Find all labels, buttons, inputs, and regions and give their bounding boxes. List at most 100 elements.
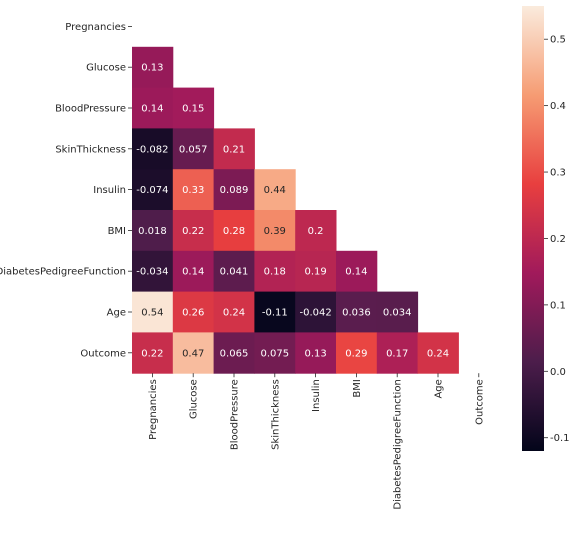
y-tick-label: BloodPressure bbox=[55, 104, 126, 115]
x-tick-label: Insulin bbox=[311, 379, 322, 412]
heatmap-cell bbox=[336, 332, 378, 374]
heatmap-cell-label: 0.14 bbox=[345, 267, 367, 278]
heatmap-cell bbox=[172, 87, 215, 129]
heatmap-cell bbox=[172, 128, 215, 170]
heatmap-cell bbox=[132, 128, 174, 170]
colorbar-tick-label: 0.2 bbox=[550, 234, 566, 245]
x-tick-label: SkinThickness bbox=[270, 379, 281, 450]
heatmap-cell bbox=[254, 169, 296, 211]
heatmap-cell bbox=[295, 291, 337, 333]
heatmap-cell-label: 0.24 bbox=[223, 308, 245, 319]
x-tick-label: BMI bbox=[352, 379, 363, 397]
heatmap-cell bbox=[295, 210, 337, 252]
heatmap-cell-label: 0.39 bbox=[264, 226, 286, 237]
x-tick-label: Pregnancies bbox=[148, 379, 159, 440]
colorbar-tick-label: 0.3 bbox=[550, 168, 566, 179]
x-tick-label: Glucose bbox=[189, 379, 200, 419]
heatmap-cell-label: 0.19 bbox=[304, 267, 326, 278]
colorbar-tick-label: 0.5 bbox=[550, 35, 566, 46]
heatmap-cell-label: 0.54 bbox=[141, 308, 163, 319]
heatmap-cell bbox=[254, 291, 296, 333]
heatmap-cell bbox=[172, 250, 215, 293]
heatmap-cell-label: 0.018 bbox=[138, 226, 167, 237]
heatmap-cell bbox=[213, 291, 255, 333]
y-tick-label: Age bbox=[107, 308, 126, 319]
y-tick-label: Glucose bbox=[86, 63, 126, 74]
heatmap-cell bbox=[213, 128, 255, 170]
heatmap-cell-label: 0.13 bbox=[141, 63, 163, 74]
heatmap-cell-label: 0.18 bbox=[264, 267, 286, 278]
heatmap-cell-label: 0.17 bbox=[386, 348, 408, 359]
heatmap-cell bbox=[254, 332, 296, 374]
heatmap-cell-label: 0.22 bbox=[182, 226, 204, 237]
heatmap-cell bbox=[172, 332, 215, 374]
heatmap-cell-label: 0.29 bbox=[345, 348, 367, 359]
heatmap-cell bbox=[254, 250, 296, 293]
heatmap-cell-label: 0.075 bbox=[260, 348, 289, 359]
heatmap-cell bbox=[213, 250, 255, 293]
y-tick-label: Insulin bbox=[93, 185, 126, 196]
heatmap-cell bbox=[172, 210, 215, 252]
heatmap-cell bbox=[376, 291, 419, 333]
x-tick-label: BloodPressure bbox=[230, 379, 241, 450]
heatmap-cell-label: 0.14 bbox=[182, 267, 204, 278]
heatmap-cell-label: 0.28 bbox=[223, 226, 245, 237]
heatmap-cell-label: 0.44 bbox=[264, 185, 286, 196]
colorbar-tick-label: 0.4 bbox=[550, 101, 566, 112]
heatmap-cell bbox=[336, 250, 378, 293]
heatmap-cell-label: -0.074 bbox=[136, 185, 168, 196]
y-axis-tick-labels: Pregnancies Glucose BloodPressure SkinThick… bbox=[0, 22, 132, 359]
heatmap-cell bbox=[172, 291, 215, 333]
heatmap-cell-label: 0.057 bbox=[179, 144, 208, 155]
x-tick-label: Age bbox=[434, 379, 445, 398]
heatmap-cell bbox=[213, 210, 255, 252]
colorbar-tick-label: 0.1 bbox=[550, 300, 566, 311]
heatmap-cell-label: 0.33 bbox=[182, 185, 204, 196]
heatmap-cell bbox=[213, 169, 255, 211]
heatmap-cell-label: 0.26 bbox=[182, 308, 204, 319]
heatmap-cell bbox=[132, 291, 174, 333]
heatmap-cell bbox=[376, 332, 419, 374]
heatmap-cell bbox=[132, 332, 174, 374]
heatmap-cell bbox=[417, 332, 459, 374]
heatmap-cell-label: 0.24 bbox=[427, 348, 449, 359]
heatmap-cell-label: 0.14 bbox=[141, 104, 163, 115]
heatmap-cell-label: 0.21 bbox=[223, 144, 245, 155]
heatmap-cell bbox=[172, 169, 215, 211]
colorbar-tick-label: 0.0 bbox=[550, 367, 566, 378]
heatmap-cell-label: 0.089 bbox=[220, 185, 249, 196]
y-tick-label: Pregnancies bbox=[65, 22, 126, 33]
heatmap-cell bbox=[213, 332, 255, 374]
colorbar: -0.1 0.0 0.1 0.2 0.3 0.4 0.5 bbox=[522, 6, 570, 451]
heatmap-cell bbox=[132, 250, 174, 293]
heatmap-cell-label: -0.034 bbox=[136, 267, 168, 278]
heatmap-cell-label: 0.13 bbox=[304, 348, 326, 359]
heatmap-cell-label: 0.036 bbox=[342, 308, 371, 319]
x-tick-label: DiabetesPedigreeFunction bbox=[393, 379, 404, 509]
heatmap-cell bbox=[336, 291, 378, 333]
heatmap-cell-label: 0.47 bbox=[182, 348, 204, 359]
y-tick-label: DiabetesPedigreeFunction bbox=[0, 267, 126, 278]
heatmap-cell bbox=[132, 169, 174, 211]
heatmap-cell-label: 0.15 bbox=[182, 104, 204, 115]
heatmap-cell-label: 0.2 bbox=[308, 226, 324, 237]
heatmap-cell-label: 0.22 bbox=[141, 348, 163, 359]
heatmap-cell-label: -0.082 bbox=[136, 144, 168, 155]
y-tick-label: SkinThickness bbox=[55, 144, 126, 155]
heatmap-cell-label: 0.034 bbox=[383, 308, 412, 319]
x-axis-tick-labels: Pregnancies Glucose BloodPressure SkinThick… bbox=[148, 373, 485, 510]
heatmap-cell bbox=[295, 250, 337, 293]
heatmap-cell bbox=[132, 46, 174, 89]
colorbar-tick-label: -0.1 bbox=[550, 433, 570, 444]
heatmap-cell-label: 0.041 bbox=[220, 267, 249, 278]
y-tick-label: Outcome bbox=[80, 348, 126, 359]
heatmap-cell-label: 0.065 bbox=[220, 348, 249, 359]
heatmap-cells: 0.13 0.14 0.15 -0.082 0.057 0.21 -0.074 0.33 0.0… bbox=[132, 46, 459, 374]
heatmap-cell bbox=[132, 210, 174, 252]
heatmap-cell bbox=[295, 332, 337, 374]
heatmap-cell bbox=[254, 210, 296, 252]
y-tick-label: BMI bbox=[108, 226, 126, 237]
heatmap-cell-label: -0.11 bbox=[262, 308, 288, 319]
